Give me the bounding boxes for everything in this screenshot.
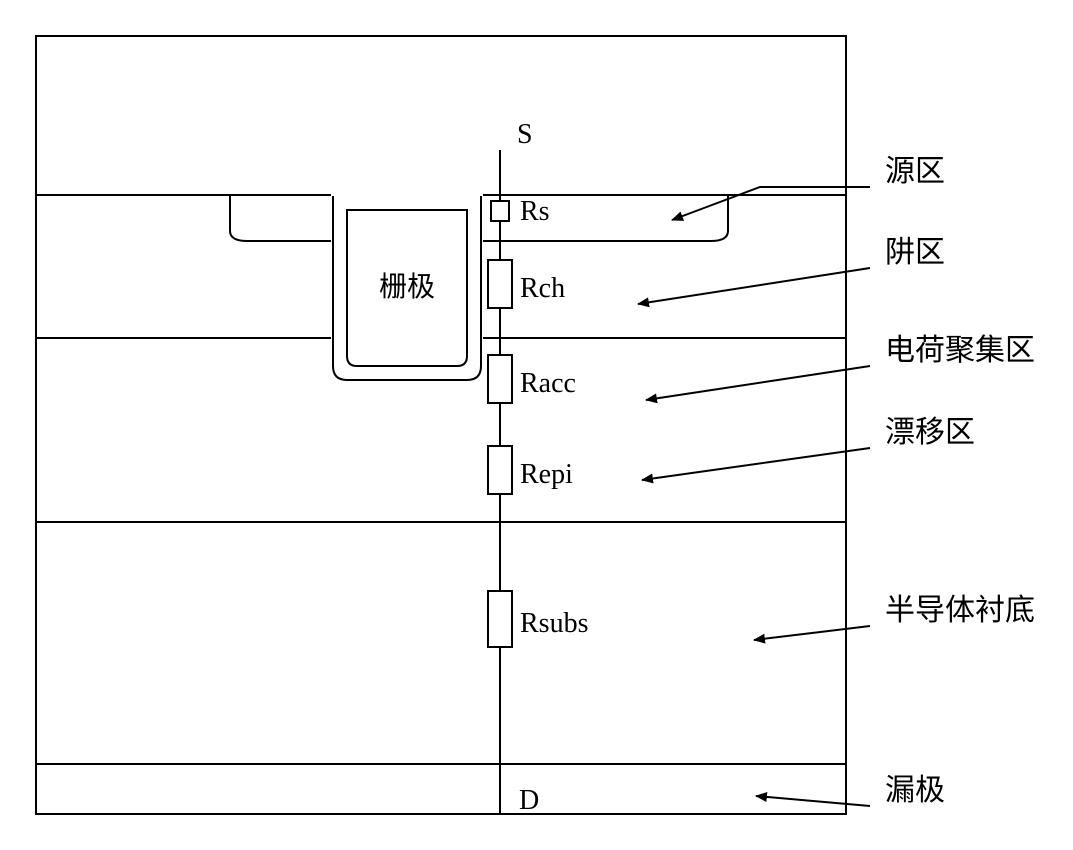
- resistor-rch: [488, 260, 512, 308]
- resistor-label-rch: Rch: [520, 273, 565, 304]
- device-outline: [36, 36, 846, 814]
- callout-label-substrate: 半导体衬底: [885, 594, 1035, 627]
- callout-label-acc: 电荷聚集区: [885, 334, 1035, 367]
- resistor-rs: [491, 201, 509, 221]
- resistor-racc: [488, 355, 512, 403]
- callout-label-drift: 漂移区: [885, 416, 975, 449]
- resistor-label-rs: Rs: [520, 196, 550, 227]
- terminal-d-label: D: [519, 785, 539, 816]
- callout-label-drain: 漏极: [885, 774, 945, 807]
- gate-label: 栅极: [379, 271, 435, 303]
- resistor-rsubs: [488, 591, 512, 647]
- callout-label-source: 源区: [885, 155, 945, 188]
- resistor-label-racc: Racc: [520, 368, 576, 399]
- resistor-label-rsubs: Rsubs: [520, 608, 588, 639]
- callout-label-well: 阱区: [885, 236, 945, 269]
- terminal-s-label: S: [517, 119, 533, 150]
- resistor-repi: [488, 446, 512, 494]
- resistor-label-repi: Repi: [520, 459, 573, 490]
